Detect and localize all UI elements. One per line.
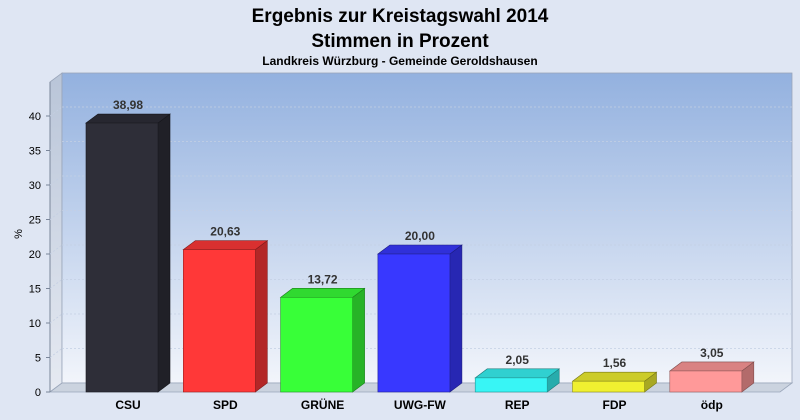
bar-top-face xyxy=(668,361,755,372)
gridline-side xyxy=(49,106,63,117)
data-label: 13,72 xyxy=(308,272,338,286)
gridline-side xyxy=(49,348,63,358)
y-tick-label: 10 xyxy=(29,318,41,330)
gridline-side xyxy=(49,175,63,186)
bar-top-face xyxy=(474,368,561,379)
bar-front-face xyxy=(183,249,256,393)
gridline-side xyxy=(49,210,63,220)
bar-front-face xyxy=(669,370,743,393)
bar-fdp xyxy=(571,371,658,393)
data-label: 1,56 xyxy=(603,356,627,370)
data-label: 20,00 xyxy=(405,229,435,243)
x-tick-label: CSU xyxy=(115,398,140,412)
bar-front-face xyxy=(572,380,645,393)
data-label: 3,05 xyxy=(700,346,724,360)
bar-side-face xyxy=(449,244,463,393)
y-tick-label: 25 xyxy=(29,215,41,227)
y-tick-label: 30 xyxy=(29,180,41,192)
x-tick-label: GRÜNE xyxy=(301,397,344,412)
data-label: 38,98 xyxy=(113,98,143,112)
gridline-side xyxy=(49,244,63,255)
bar-front-face xyxy=(377,253,451,393)
bar-spd xyxy=(182,240,269,393)
chart-subtitle: Landkreis Würzburg - Gemeinde Geroldshau… xyxy=(262,54,537,68)
x-tick-label: REP xyxy=(505,398,530,412)
bar-front-face xyxy=(474,377,548,393)
bar-ödp xyxy=(668,361,755,393)
bar-top-face xyxy=(571,371,658,382)
y-axis-label: % xyxy=(13,229,25,239)
bar-top-face xyxy=(182,240,269,250)
bar-front-face xyxy=(85,122,159,393)
chart-title: Ergebnis zur Kreistagswahl 2014 xyxy=(252,6,549,27)
gridline-side xyxy=(49,279,63,289)
x-tick-label: SPD xyxy=(213,398,238,412)
x-tick-label: FDP xyxy=(603,398,627,412)
y-tick-label: 0 xyxy=(35,387,41,399)
y-tick-label: 15 xyxy=(29,284,41,296)
bar-rep xyxy=(474,368,561,393)
bar-top-face xyxy=(279,288,366,298)
gridline-side xyxy=(49,313,63,324)
x-tick-label: ödp xyxy=(701,398,723,412)
gridline-side xyxy=(49,141,63,151)
y-tick-label: 40 xyxy=(29,111,41,123)
y-tick-label: 5 xyxy=(35,353,41,365)
bar-side-face xyxy=(255,240,268,393)
y-tick-label: 35 xyxy=(29,146,41,158)
data-label: 20,63 xyxy=(210,225,240,239)
bar-csu xyxy=(85,113,171,393)
bar-top-face xyxy=(376,244,463,255)
bar-uwg-fw xyxy=(376,244,463,393)
plot-side-wall xyxy=(49,72,63,393)
x-tick-label: UWG-FW xyxy=(394,398,447,412)
bar-side-face xyxy=(352,287,365,393)
bar-front-face xyxy=(280,297,353,393)
y-tick-label: 20 xyxy=(29,249,41,261)
bar-grüne xyxy=(279,287,366,393)
bar-top-face xyxy=(85,113,171,124)
data-label: 2,05 xyxy=(506,353,530,367)
bar-side-face xyxy=(157,113,171,393)
chart-title-line2: Stimmen in Prozent xyxy=(311,31,489,52)
